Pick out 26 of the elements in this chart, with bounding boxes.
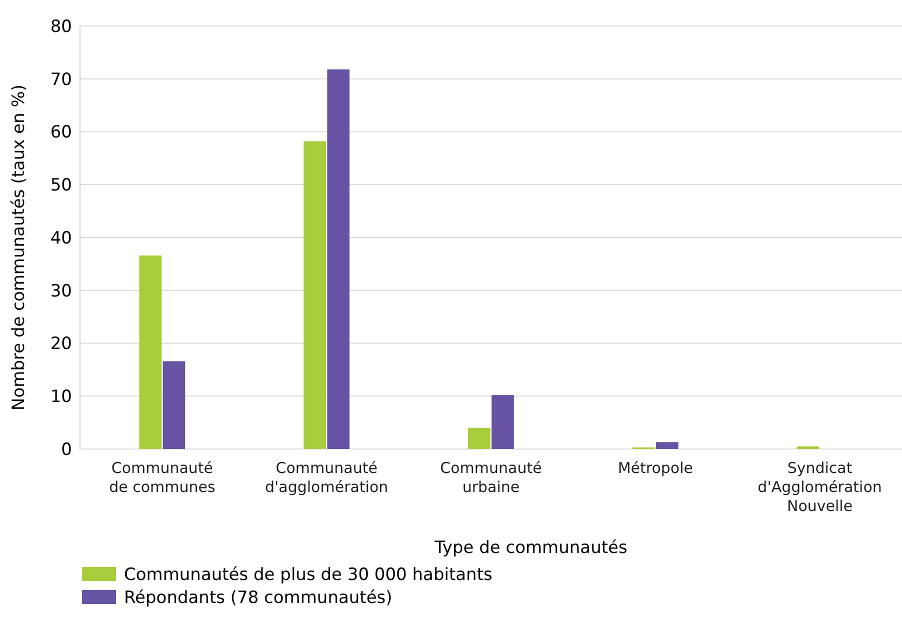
x-tick-label: Communauté urbaine <box>440 459 542 496</box>
bar <box>468 428 490 449</box>
x-axis-title: Type de communautés <box>434 538 628 558</box>
bar <box>656 442 678 449</box>
y-tick-label: 20 <box>50 334 72 354</box>
bar <box>162 361 186 449</box>
y-tick-label: 70 <box>50 70 72 90</box>
legend-label: Répondants (78 communautés) <box>124 588 392 608</box>
legend-label: Communautés de plus de 30 000 habitants <box>124 564 492 585</box>
y-tick-label: 60 <box>50 122 72 143</box>
y-tick-label: 30 <box>50 281 72 302</box>
bar <box>327 69 350 449</box>
x-tick-label: Communauté de communes <box>109 459 216 496</box>
y-tick-label: 0 <box>61 440 72 460</box>
bar <box>796 446 820 449</box>
y-axis-title: Nombre de communautés (taux en %) <box>9 84 29 410</box>
x-tick-label: Syndicat d'Agglomération Nouvelle <box>758 459 882 515</box>
x-tick-label: Métropole <box>618 459 693 477</box>
y-tick-label: 80 <box>50 16 72 37</box>
y-tick-label: 40 <box>50 228 72 248</box>
bar <box>304 141 326 449</box>
bar <box>139 255 162 449</box>
y-tick-label: 10 <box>50 387 72 408</box>
x-tick-label: Communauté d'agglomération <box>265 459 388 496</box>
y-tick-label: 50 <box>50 176 72 196</box>
bar <box>492 395 514 449</box>
